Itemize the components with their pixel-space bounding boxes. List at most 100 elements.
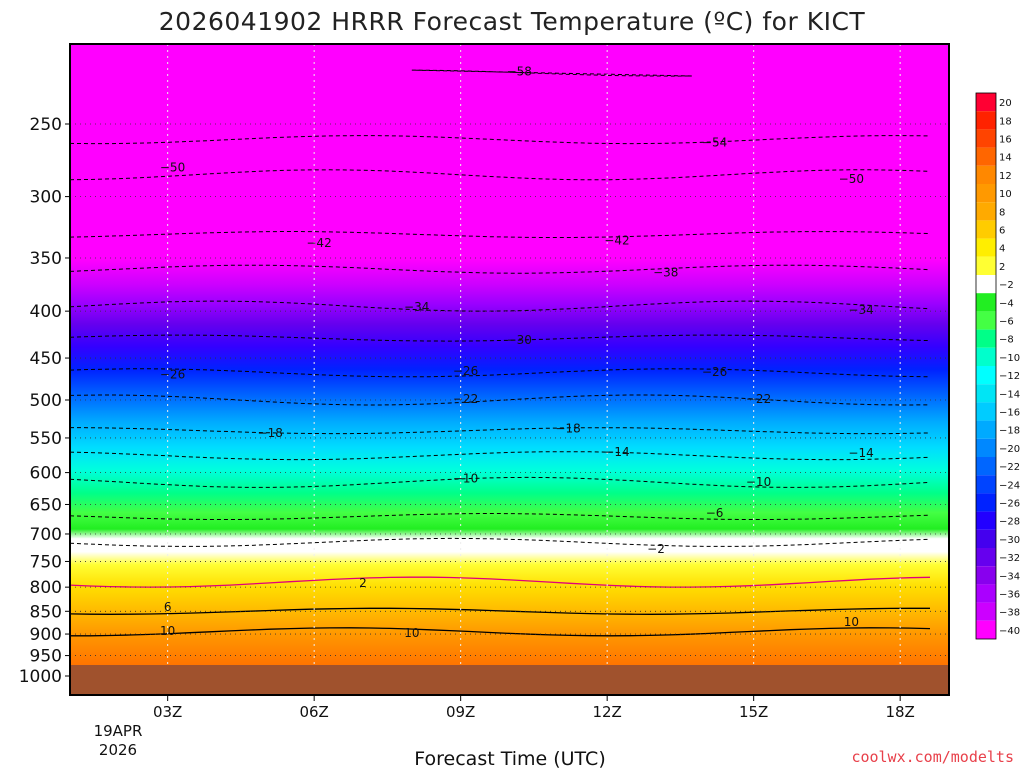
y-tick-label: 700 <box>30 525 62 545</box>
x-axis-label: Forecast Time (UTC) <box>414 748 605 768</box>
contour-labels: −58−54−50−50−42 −42−38−34 −34−30−26 −26 −26−… <box>160 64 874 640</box>
contour-label: −22 <box>453 392 478 406</box>
contour-label: −26 <box>702 365 727 379</box>
contour-label: −26 <box>160 368 185 382</box>
colorbar-swatch <box>976 548 996 567</box>
colorbar-label: −36 <box>999 590 1020 601</box>
isotherm-line <box>70 135 931 145</box>
y-tick-label: 750 <box>30 552 62 572</box>
colorbar-swatch <box>976 165 996 184</box>
colorbar-swatch <box>976 493 996 512</box>
colorbar-label: −28 <box>999 517 1020 528</box>
colorbar-label: 2 <box>999 262 1005 273</box>
isotherm-line <box>70 264 931 274</box>
colorbar-label: −2 <box>999 280 1014 291</box>
colorbar-label: 6 <box>999 226 1005 237</box>
colorbar-swatch <box>976 93 996 112</box>
colorbar-label: 10 <box>999 189 1012 200</box>
colorbar-frame <box>975 92 997 640</box>
colorbar-label: 14 <box>999 153 1012 164</box>
colorbar-label: −12 <box>999 371 1020 382</box>
colorbar-swatch <box>976 129 996 148</box>
colorbar-swatch <box>976 438 996 457</box>
contour-label: −42 <box>604 234 629 248</box>
plot-frame <box>69 43 950 696</box>
contour-label: −14 <box>604 445 629 459</box>
colorbar-swatch <box>976 202 996 221</box>
colorbar-label: −20 <box>999 444 1020 455</box>
y-tick-label: 950 <box>30 647 62 667</box>
colorbar-swatch <box>976 293 996 312</box>
colorbar-swatch <box>976 256 996 275</box>
isotherm-line <box>70 230 931 238</box>
colorbar-label: 4 <box>999 244 1005 255</box>
colorbar-label: −40 <box>999 626 1020 637</box>
colorbar-label: −16 <box>999 408 1020 419</box>
isotherm-line <box>70 607 930 615</box>
temperature-field <box>70 44 949 695</box>
contour-label: −10 <box>453 472 478 486</box>
y-axis-pressure-ticks: 250 300 350 400 450 500 550 600 650 700 750 800 850 9… <box>19 115 70 687</box>
contour-label: −18 <box>258 426 283 440</box>
colorbar: 20 18 16 14 12 10 8 6 4 2 −2 −4 −6 −8 −10 −12 −14 −16 −18 −… <box>975 92 1020 640</box>
contour-label: −50 <box>839 172 864 186</box>
isotherm-line <box>70 576 931 588</box>
grid-lines <box>70 44 949 695</box>
y-tick-label: 600 <box>30 464 62 484</box>
contour-label: 10 <box>844 615 859 629</box>
colorbar-swatch <box>976 457 996 476</box>
x-axis-time-ticks: 03Z 06Z 09Z 12Z 15Z 18Z <box>153 695 915 721</box>
colorbar-label: −8 <box>999 335 1014 346</box>
colorbar-swatch <box>976 475 996 494</box>
colorbar-label: −14 <box>999 389 1020 400</box>
colorbar-label: −24 <box>999 480 1020 491</box>
colorbar-label: −10 <box>999 353 1020 364</box>
contour-label: 6 <box>164 600 172 614</box>
contour-label: −58 <box>507 64 532 78</box>
colorbar-label: 20 <box>999 98 1012 109</box>
isotherm-line <box>70 427 931 435</box>
isotherm-line <box>411 69 692 77</box>
contour-label: −26 <box>453 364 478 378</box>
colorbar-swatch <box>976 420 996 439</box>
isotherm-line <box>70 537 931 547</box>
isotherm-line <box>70 451 931 461</box>
colorbar-swatch <box>976 602 996 621</box>
colorbar-swatch <box>976 347 996 366</box>
colorbar-label: −26 <box>999 499 1020 510</box>
y-tick-label: 800 <box>30 578 62 598</box>
y-tick-label: 250 <box>30 115 62 135</box>
x-tick-label: 12Z <box>592 703 621 721</box>
y-tick-label: 350 <box>30 249 62 269</box>
colorbar-swatch <box>976 529 996 548</box>
colorbar-label: −34 <box>999 571 1020 582</box>
colorbar-swatch <box>976 184 996 203</box>
y-tick-label: 850 <box>30 602 62 622</box>
chart-title: 2026041902 HRRR Forecast Temperature (ºC… <box>159 7 866 36</box>
isotherm-line <box>70 334 931 342</box>
colorbar-swatch <box>976 566 996 585</box>
plot-area: −58−54−50−50−42 −42−38−34 −34−30−26 −26 −26−… <box>70 44 949 695</box>
colorbar-label: −4 <box>999 298 1014 309</box>
y-tick-label: 500 <box>30 391 62 411</box>
y-tick-label: 650 <box>30 495 62 515</box>
contour-label: −18 <box>555 421 580 435</box>
colorbar-swatch <box>976 511 996 530</box>
y-tick-label: 400 <box>30 302 62 322</box>
x-tick-label: 15Z <box>739 703 768 721</box>
colorbar-swatch <box>976 275 996 294</box>
colorbar-label: 12 <box>999 171 1012 182</box>
x-tick-label: 09Z <box>446 703 475 721</box>
colorbar-swatch <box>976 329 996 348</box>
colorbar-label: −38 <box>999 608 1020 619</box>
contour-label: 10 <box>160 624 175 638</box>
contour-label: −34 <box>848 303 873 317</box>
colorbar-swatch <box>976 147 996 166</box>
y-tick-label: 1000 <box>19 667 62 687</box>
contour-label: −6 <box>706 506 724 520</box>
contour-label: −34 <box>404 300 429 314</box>
contour-label: −2 <box>647 542 665 556</box>
isotherm-line <box>70 476 931 488</box>
ground-below-surface <box>70 665 949 695</box>
